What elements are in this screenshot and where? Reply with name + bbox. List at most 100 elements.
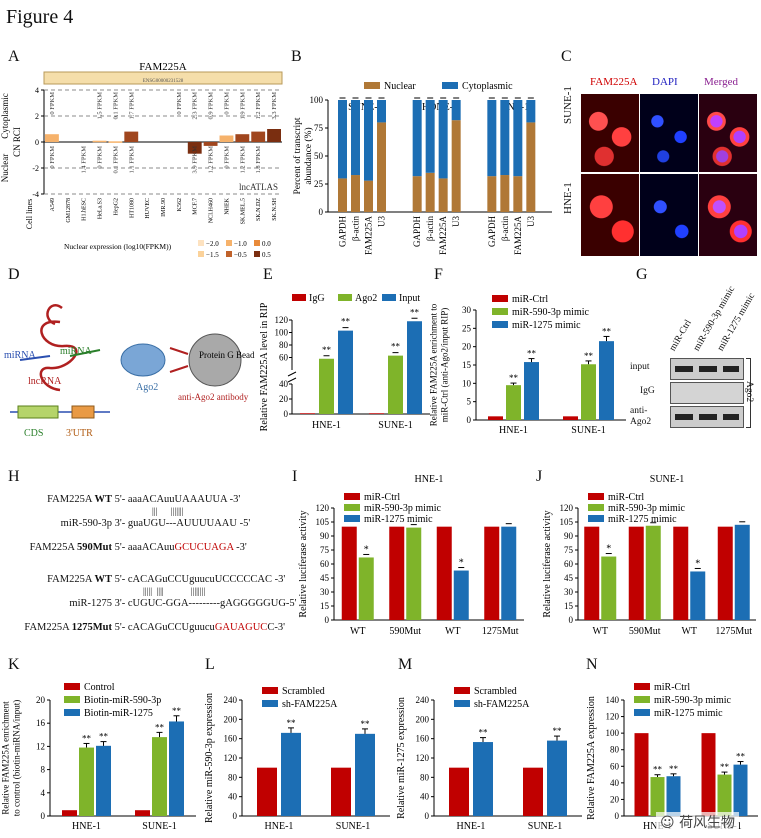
mirna-left-strand — [19, 355, 51, 361]
mirna-right-label: miRNA — [60, 346, 92, 357]
seq-mir590: 3'- guaUGU---AUUUUAAU -5' — [114, 518, 251, 529]
seq-row-1275mut: FAM225A 1275Mut 5'- cACAGuCCUguucuGAUAGU… — [16, 622, 285, 633]
x-tick-label: 1275Mut — [715, 626, 752, 637]
micrograph-sune1-dapi — [640, 94, 698, 172]
x-tick-label: U3 — [451, 216, 461, 227]
y-tick-label: 120 — [416, 753, 430, 763]
y-tick-label: 50 — [314, 151, 324, 161]
bar-nuclear — [526, 122, 536, 212]
panel-label-m: M — [398, 656, 413, 673]
seq-row-mir1275: miR-1275 3'- cUGUC-GGA---------gAGGGGGUG… — [16, 598, 297, 609]
bar — [473, 742, 493, 816]
bar-cytoplasmic — [500, 100, 510, 176]
legend-label: −0.5 — [234, 251, 247, 259]
y-tick-label: 160 — [224, 734, 238, 744]
seq-name-1275mut: FAM225A 1275Mut — [16, 622, 112, 633]
panel-label-h: H — [8, 468, 20, 485]
panel-i-chart: 0 15 30 45 60 75 90 105 120 Relative luciferase a… — [298, 474, 524, 637]
cell-line-label: NCI.H460 — [209, 198, 215, 223]
y-tick-label: 100 — [275, 328, 289, 338]
legend-label: −2.0 — [206, 240, 219, 248]
significance-star: ** — [82, 733, 92, 743]
panel-label-c: C — [561, 48, 572, 65]
y-tick-label: 75 — [314, 123, 324, 133]
bar — [734, 524, 750, 620]
y-tick-label: 15 — [320, 601, 330, 611]
legend-swatch — [442, 82, 458, 89]
legend-swatch — [492, 321, 508, 328]
y-axis-label: Relative luciferase activity — [542, 510, 553, 617]
fpkm-top-label: 0 FPKM — [223, 92, 230, 115]
y-tick-label: 80 — [610, 745, 620, 755]
y-axis-label-line: Relative FAM225A enrichment to — [430, 303, 439, 426]
y-tick-label: 4 — [41, 788, 46, 798]
x-tick-label: HNE-1 — [499, 425, 528, 436]
legend-label: sh-FAM225A — [282, 699, 338, 710]
y-tick-label: 40 — [228, 792, 238, 802]
legend-label: miR-Ctrl — [608, 492, 644, 503]
rci-bar — [251, 131, 266, 142]
seq-mir1275: 3'- cUGUC-GGA---------gAGGGGGUG-5' — [114, 598, 297, 609]
axis-break — [287, 371, 297, 377]
legend-label: miR-1275 mimic — [654, 708, 723, 719]
bar — [135, 810, 150, 816]
seq-wt2: 5'- cACAGuCCUguucuUCCCCCAC -3' — [114, 574, 286, 585]
y-tick-label: 105 — [560, 517, 574, 527]
bar — [717, 774, 732, 816]
bar — [300, 413, 315, 414]
legend-label: Ago2 — [355, 293, 377, 304]
bar — [358, 557, 374, 620]
fpkm-bottom-label: 1.8 FPKM — [255, 146, 262, 174]
blot-row-label-ago2: anti-Ago2 — [630, 406, 652, 427]
axis-break — [287, 377, 297, 383]
y-tick-label: 40 — [279, 379, 289, 389]
bar — [406, 527, 422, 620]
blot-col-label-1: miR-Ctrl — [668, 318, 694, 353]
cell-line-label: NHEK — [224, 197, 230, 214]
bar-nuclear — [500, 175, 510, 212]
source-label: lncATLAS — [239, 182, 278, 192]
rci-bar — [45, 134, 59, 142]
bead-label: Protein G Bead — [199, 350, 255, 360]
seq-1275mut-pre: 5'- cACAGuCCUguucu — [114, 622, 215, 633]
y-tick-label: 240 — [416, 695, 430, 705]
x-tick-label: WT — [445, 626, 461, 637]
panel-label-l: L — [205, 656, 215, 673]
panel-h: FAM225A WT 5'- aaaACAuuUAAAUUA -3' ||| |… — [16, 494, 296, 650]
fpkm-bottom-label: 0.1 FPKM — [112, 146, 119, 174]
gene-name: FAM225A — [139, 62, 187, 73]
panel-j-chart: 0 15 30 45 60 75 90 105 120 Relative luciferase a… — [542, 474, 756, 637]
legend-label: Scrambled — [474, 686, 517, 697]
watermark-text: 荷风生物 — [679, 815, 736, 831]
bar — [488, 416, 503, 420]
cytoplasmic-label: Cytoplasmic — [0, 93, 10, 139]
ago2-label: Ago2 — [136, 382, 158, 393]
x-tick-label: β-actin — [425, 216, 435, 242]
cds-box — [17, 405, 59, 419]
bar-nuclear — [377, 122, 386, 212]
legend-swatch — [492, 308, 508, 315]
y-axis-label: Percent of transcriptabundance (%) — [292, 117, 314, 194]
significance-star: * — [364, 544, 369, 555]
bar-cytoplasmic — [451, 100, 461, 121]
utr-box — [71, 405, 95, 419]
bar — [506, 385, 521, 420]
blot-col-label-1-text: miR-Ctrl — [668, 318, 694, 353]
seq-name-wt1-bold: WT — [94, 494, 112, 505]
x-tick-label: SUNE-1 — [528, 821, 562, 832]
fpkm-top-label: 0 FPKM — [176, 92, 183, 115]
significance-star: ** — [341, 317, 351, 327]
y-tick-label: 160 — [416, 734, 430, 744]
x-tick-label: WT — [681, 626, 697, 637]
panel-c-row-label-hne1: HNE-1 — [562, 182, 574, 214]
panel-label-d: D — [8, 266, 20, 283]
significance-star: ** — [155, 722, 165, 732]
legend-label: miR-Ctrl — [512, 294, 548, 305]
bar — [634, 733, 649, 816]
cell-line-label: HepG2 — [113, 198, 119, 215]
cell-line-label: HUVEC — [145, 198, 151, 219]
y-tick-label: 0 — [325, 615, 330, 625]
bar — [601, 556, 617, 620]
x-tick-label: 1275Mut — [482, 626, 519, 637]
x-tick-label: SUNE-1 — [571, 425, 605, 436]
